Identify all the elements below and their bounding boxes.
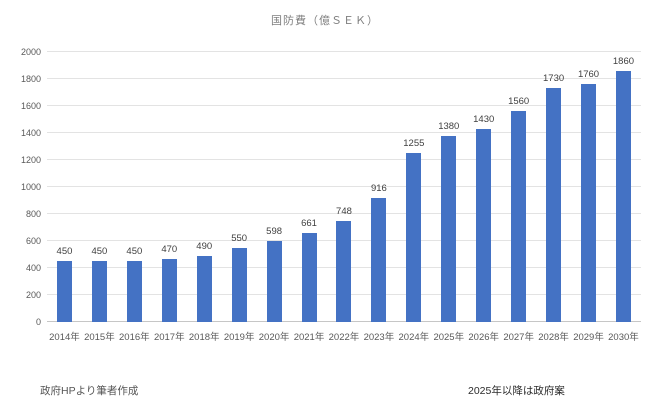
gridline [47,186,641,187]
gridline [47,51,641,52]
bar [441,135,457,322]
bar-value-label: 1380 [438,120,460,132]
bar-slot: 450 [47,52,82,322]
x-axis-label: 2021年 [293,332,325,343]
y-axis-tick-label: 1000 [20,182,41,192]
bar-slot: 450 [82,52,117,322]
x-axis-label: 2030年 [608,332,639,343]
x-axis-label: 2024年 [398,332,430,343]
bar [301,232,317,322]
bar-slot: 470 [152,52,187,322]
y-axis-tick-label: 200 [25,290,41,300]
bars-container: 450 450 450 470 490 550 598 661 748 916 1255 1380 14… [47,52,641,322]
bar-slot: 1255 [396,52,431,322]
bar [476,128,492,322]
bar [371,198,387,322]
y-axis-tick-label: 0 [35,317,41,327]
bar-value-label: 916 [370,183,387,195]
bar [336,221,352,322]
bar-slot: 1760 [571,52,606,322]
y-axis-tick-label: 400 [25,263,41,273]
x-axis-label: 2016年 [119,332,150,343]
bar [266,241,282,322]
bar-slot: 1430 [466,52,501,322]
bar-value-label: 748 [336,206,352,218]
bar [615,70,631,322]
bar [196,255,212,322]
gridline [47,159,641,160]
bar-value-label: 1430 [473,113,495,125]
bar [161,258,177,322]
bar [56,261,72,322]
bar-value-label: 1860 [612,55,635,67]
x-axis-label: 2026年 [468,332,500,343]
y-axis-ticks: 0 200 400 600 800 1000 1200 1400 1600 1800 2000 [0,47,41,327]
bar-value-label: 661 [301,217,317,229]
x-axis-label: 2015年 [84,332,115,343]
y-axis-tick-label: 800 [25,209,41,219]
bar-value-label: 1760 [577,69,600,81]
x-axis-label: 2023年 [363,332,395,343]
x-axis-labels: 2014年 2015年 2016年 2017年 2018年 2019年 2020年 2021年… [47,329,641,343]
plot-area: 450 450 450 470 490 550 598 661 748 916 1255 1380 14… [47,51,641,322]
bar-value-label: 470 [161,243,178,255]
y-axis-tick-label: 2000 [20,47,41,57]
projection-note: 2025年以降は政府案 [468,385,565,397]
bar [406,152,422,322]
bar-value-label: 1560 [508,96,530,108]
bar [546,88,562,322]
y-axis-tick-label: 1200 [20,155,41,165]
gridline [47,213,641,214]
x-axis-label: 2019年 [223,332,255,343]
bar-slot: 1560 [501,52,536,322]
bar-slot: 1730 [536,52,571,322]
x-axis-label: 2020年 [258,332,290,343]
x-axis-label: 2017年 [153,332,185,343]
bar [91,261,107,322]
x-axis-label: 2022年 [328,332,360,343]
bar-value-label: 550 [231,232,248,244]
bar-value-label: 490 [196,240,213,252]
bar-value-label: 1730 [543,73,565,85]
source-note: 政府HPより筆者作成 [40,385,139,397]
bar-value-label: 450 [56,246,73,258]
bar-slot: 1380 [431,52,466,322]
bar-value-label: 598 [266,226,283,238]
bar-slot: 1860 [606,52,641,322]
bar [511,111,527,322]
bar-slot: 490 [187,52,222,322]
bar-slot: 598 [257,52,292,322]
x-axis-label: 2014年 [49,332,80,343]
bar-value-label: 450 [126,246,143,258]
y-axis-tick-label: 1800 [20,74,41,84]
x-axis-label: 2029年 [573,332,604,343]
chart-title: 国防費（億ＳＥＫ） [271,15,379,27]
y-axis-tick-label: 1400 [20,128,41,138]
bar-slot: 661 [292,52,327,322]
y-axis-tick-label: 600 [25,236,41,246]
gridline [47,78,641,79]
bar [126,261,142,322]
bar [231,247,247,322]
bar-slot: 450 [117,52,152,322]
bar-slot: 550 [222,52,257,322]
x-axis-label: 2028年 [538,332,569,343]
gridline [47,132,641,133]
y-axis-tick-label: 1600 [20,101,41,111]
bar-value-label: 1255 [403,137,425,149]
x-axis-label: 2027年 [503,332,534,343]
bar-value-label: 450 [91,246,108,258]
bar [581,84,597,322]
gridline [47,105,641,106]
bar-slot: 916 [361,52,396,322]
x-axis-label: 2025年 [433,332,465,343]
x-axis-label: 2018年 [188,332,220,343]
bar-slot: 748 [327,52,362,322]
